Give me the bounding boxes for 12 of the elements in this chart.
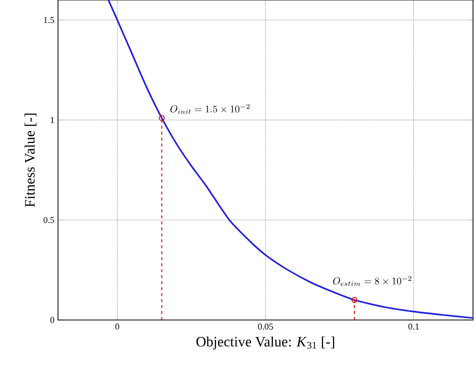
x-tick-label: 0	[115, 324, 120, 330]
y-tick-label: 1	[50, 117, 54, 123]
y-tick-label: 0.5	[44, 216, 54, 224]
annotation: $O_{init} = 1.5\times10^{-2}$	[170, 104, 250, 114]
y-tick-label: 1.5	[44, 16, 54, 24]
x-tick-label: 0.05	[258, 324, 274, 330]
y-tick-label: 0	[50, 316, 54, 324]
x-axis-title: Objective Value: K$_{31}$ [-]	[196, 336, 334, 350]
x-tick-label: 0.1	[408, 324, 419, 330]
annotation: $O_{estim} = 8\times10^{-2}$	[333, 276, 412, 286]
y-axis-title: Fitness Value [-]	[24, 114, 36, 208]
line-series	[108, 0, 474, 319]
